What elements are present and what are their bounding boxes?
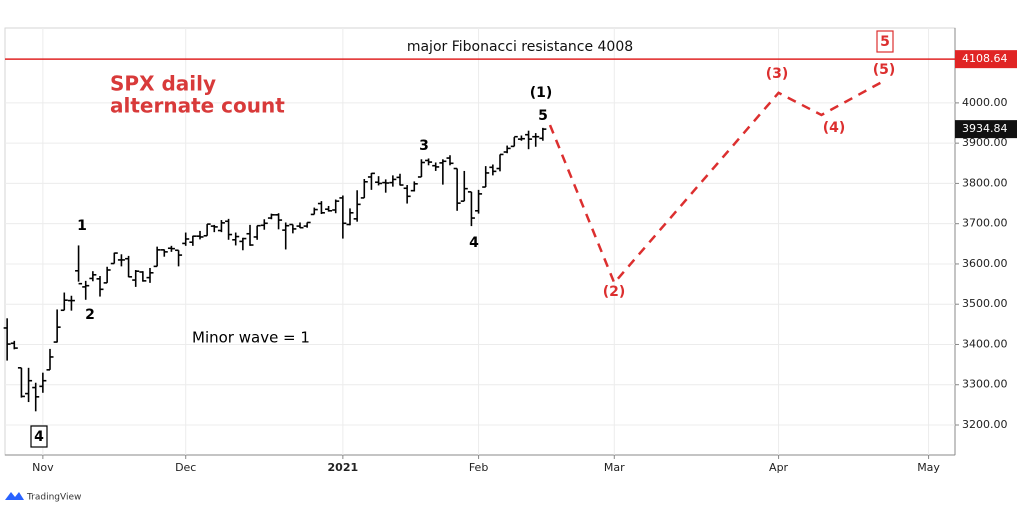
resistance-price-label: 4108.64 — [962, 52, 1008, 65]
y-tick-label: 3600.00 — [962, 257, 1008, 270]
projection-line — [548, 78, 887, 286]
annotation: 4 — [34, 429, 44, 445]
y-tick-label: 3800.00 — [962, 176, 1008, 189]
brand-logo: TradingView — [5, 492, 81, 503]
annotation: Minor wave = 1 — [192, 329, 310, 347]
annotation: 1 — [77, 218, 87, 234]
annotation: (1) — [530, 85, 553, 101]
resistance-price-box — [955, 50, 1017, 69]
annotation: (2) — [603, 284, 626, 300]
brand-text: TradingView — [26, 493, 81, 503]
resistance-text: major Fibonacci resistance 4008 — [407, 39, 633, 55]
x-tick-label: May — [917, 461, 940, 474]
last-price-box — [955, 120, 1017, 139]
y-tick-label: 3200.00 — [962, 418, 1008, 431]
x-tick-label: Feb — [469, 461, 488, 474]
marks — [3, 127, 547, 412]
brand-icon — [5, 492, 24, 500]
annotation: (5) — [873, 62, 896, 78]
annotation: 5 — [880, 34, 890, 50]
annotation: 5 — [538, 108, 548, 124]
last-price-label: 3934.84 — [962, 122, 1008, 135]
grid — [5, 28, 955, 455]
annotation: (3) — [766, 66, 789, 82]
y-tick-label: 3700.00 — [962, 217, 1008, 230]
x-tick-label: 2021 — [328, 461, 359, 474]
y-tick-label: 3500.00 — [962, 297, 1008, 310]
y-tick-label: 3900.00 — [962, 136, 1008, 149]
y-tick-label: 3300.00 — [962, 378, 1008, 391]
y-tick-label: 3400.00 — [962, 337, 1008, 350]
y-tick-label: 4000.00 — [962, 96, 1008, 109]
annotation: (4) — [823, 120, 846, 136]
annotation-box — [876, 30, 894, 53]
annotation: 3 — [419, 138, 429, 154]
annotation-box — [30, 425, 48, 448]
chart-subtitle: alternate count — [110, 94, 285, 118]
x-tick-label: Dec — [175, 461, 196, 474]
annotation: 2 — [85, 307, 95, 323]
chart-title: SPX daily — [110, 72, 216, 96]
annotation: 4 — [469, 235, 479, 251]
x-tick-label: Mar — [604, 461, 625, 474]
x-tick-label: Apr — [769, 461, 789, 474]
x-tick-label: Nov — [32, 461, 54, 474]
